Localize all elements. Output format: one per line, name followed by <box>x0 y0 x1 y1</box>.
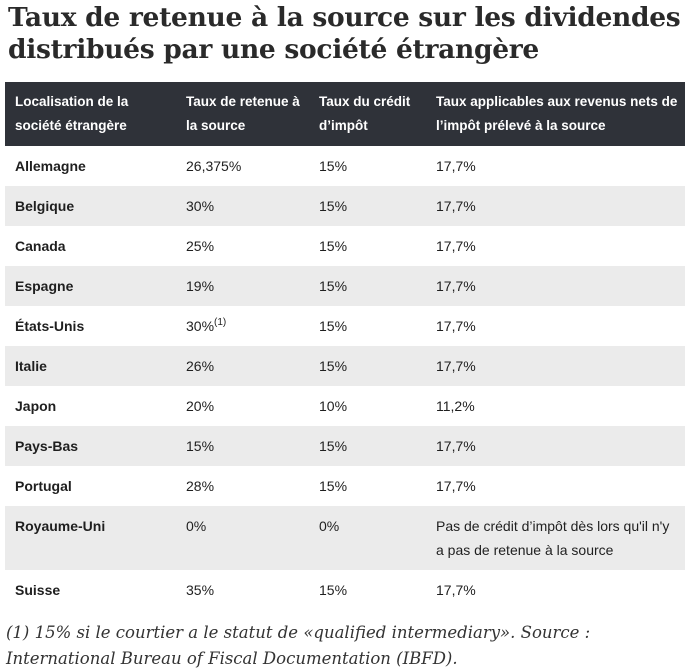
net-rate-cell: Pas de crédit d’impôt dès lors qu'il n'y… <box>426 506 685 570</box>
withholding-cell: 26,375% <box>176 146 309 186</box>
table-header: Localisation de la société étrangère Tau… <box>5 82 685 146</box>
withholding-cell: 15% <box>176 426 309 466</box>
credit-cell: 15% <box>319 582 348 598</box>
withholding-cell: 25% <box>176 226 309 266</box>
country-cell: Espagne <box>5 266 176 306</box>
footnote: (1) 15% si le courtier a le statut de «q… <box>6 620 690 672</box>
credit-cell: 15% <box>309 426 426 466</box>
country-cell: Portugal <box>15 478 72 494</box>
country-cell: Italie <box>5 346 176 386</box>
credit-cell: 10% <box>319 398 348 414</box>
table-row: Royaume-Uni 0% 0% Pas de crédit d’impôt … <box>5 506 685 570</box>
country-cell: Canada <box>15 238 66 254</box>
withholding-value: 30% <box>186 318 215 334</box>
net-rate-cell: 17,7% <box>426 266 685 306</box>
credit-cell: 15% <box>319 318 348 334</box>
net-rate-cell: 17,7% <box>426 346 685 386</box>
withholding-value: 15% <box>186 438 215 454</box>
net-rate-cell: 11,2% <box>436 398 475 414</box>
table-row: Japon 20% 10% 11,2% <box>5 386 685 426</box>
net-rate-cell: 17,7% <box>436 478 476 494</box>
credit-cell: 15% <box>319 238 348 254</box>
table-header-row: Localisation de la société étrangère Tau… <box>5 82 685 146</box>
country-cell: Royaume-Uni <box>5 506 176 570</box>
footnote-line: International Bureau of Fiscal Documenta… <box>6 649 458 668</box>
withholding-value: 35% <box>186 582 215 598</box>
page-title: Taux de retenue à la source sur les divi… <box>8 2 681 65</box>
table-row: États-Unis 30%(1) 15% 17,7% <box>5 306 685 346</box>
credit-cell: 15% <box>309 186 426 226</box>
table-row: Italie 26% 15% 17,7% <box>5 346 685 386</box>
withholding-value: 20% <box>186 398 215 414</box>
withholding-cell: 0% <box>176 506 309 570</box>
credit-cell: 15% <box>309 266 426 306</box>
country-cell: États-Unis <box>15 318 85 334</box>
credit-cell: 15% <box>319 478 348 494</box>
withholding-cell: 35% <box>176 570 309 610</box>
table-body: Allemagne 26,375% 15% 17,7% Belgique 30%… <box>5 146 685 610</box>
header-tax-credit-rate: Taux du crédit d’impôt <box>309 82 426 146</box>
withholding-value: 25% <box>186 238 215 254</box>
credit-cell: 15% <box>309 346 426 386</box>
net-rate-cell: 17,7% <box>436 582 476 598</box>
footnote-marker: (1) <box>214 317 227 328</box>
credit-cell: 0% <box>309 506 426 570</box>
net-rate-cell: 17,7% <box>436 318 476 334</box>
footnote-line: (1) 15% si le courtier a le statut de «q… <box>6 623 591 642</box>
withholding-cell: 28% <box>176 466 309 506</box>
withholding-value: 28% <box>186 478 215 494</box>
table-row: Belgique 30% 15% 17,7% <box>5 186 685 226</box>
country-cell: Japon <box>15 398 57 414</box>
withholding-value: 0% <box>186 518 207 534</box>
table-row: Espagne 19% 15% 17,7% <box>5 266 685 306</box>
withholding-value: 26,375% <box>186 158 242 174</box>
header-location: Localisation de la société étrangère <box>5 82 176 146</box>
table-row: Canada 25% 15% 17,7% <box>5 226 685 266</box>
net-rate-cell: 17,7% <box>436 238 476 254</box>
withholding-cell: 26% <box>176 346 309 386</box>
dividend-tax-table: Localisation de la société étrangère Tau… <box>5 82 685 610</box>
table-row: Portugal 28% 15% 17,7% <box>5 466 685 506</box>
net-rate-cell: 17,7% <box>426 426 685 466</box>
withholding-cell: 30% <box>176 186 309 226</box>
country-cell: Pays-Bas <box>5 426 176 466</box>
withholding-value: 26% <box>186 358 215 374</box>
net-rate-cell: 17,7% <box>426 186 685 226</box>
country-cell: Suisse <box>15 582 61 598</box>
withholding-cell: 19% <box>176 266 309 306</box>
withholding-cell: 20% <box>176 386 309 426</box>
withholding-value: 30% <box>186 198 215 214</box>
withholding-value: 19% <box>186 278 215 294</box>
credit-cell: 15% <box>319 158 348 174</box>
header-net-rate: Taux applicables aux revenus nets de l’i… <box>426 82 685 146</box>
net-rate-cell: 17,7% <box>436 158 476 174</box>
withholding-cell: 30%(1) <box>176 306 309 346</box>
table-row: Allemagne 26,375% 15% 17,7% <box>5 146 685 186</box>
header-withholding-rate: Taux de retenue à la source <box>176 82 309 146</box>
table-row: Suisse 35% 15% 17,7% <box>5 570 685 610</box>
table-row: Pays-Bas 15% 15% 17,7% <box>5 426 685 466</box>
country-cell: Belgique <box>5 186 176 226</box>
country-cell: Allemagne <box>15 158 86 174</box>
